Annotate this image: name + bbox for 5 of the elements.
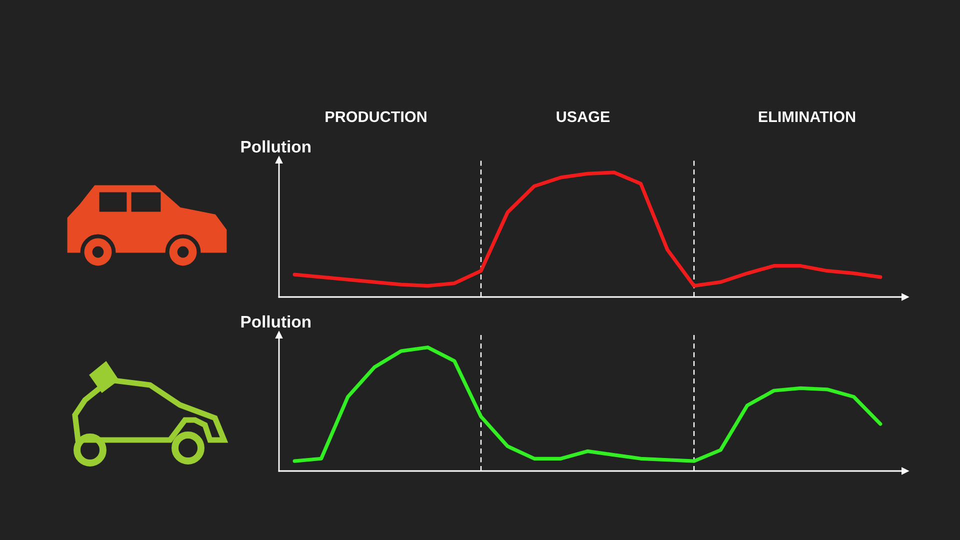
text: USAGE [556, 111, 610, 122]
y-axis-title: Pollution [241, 140, 310, 153]
text: ELIMINATION [758, 111, 856, 122]
text: PRODUCTION [326, 111, 426, 122]
y-axis-title: Pollution [241, 315, 310, 328]
